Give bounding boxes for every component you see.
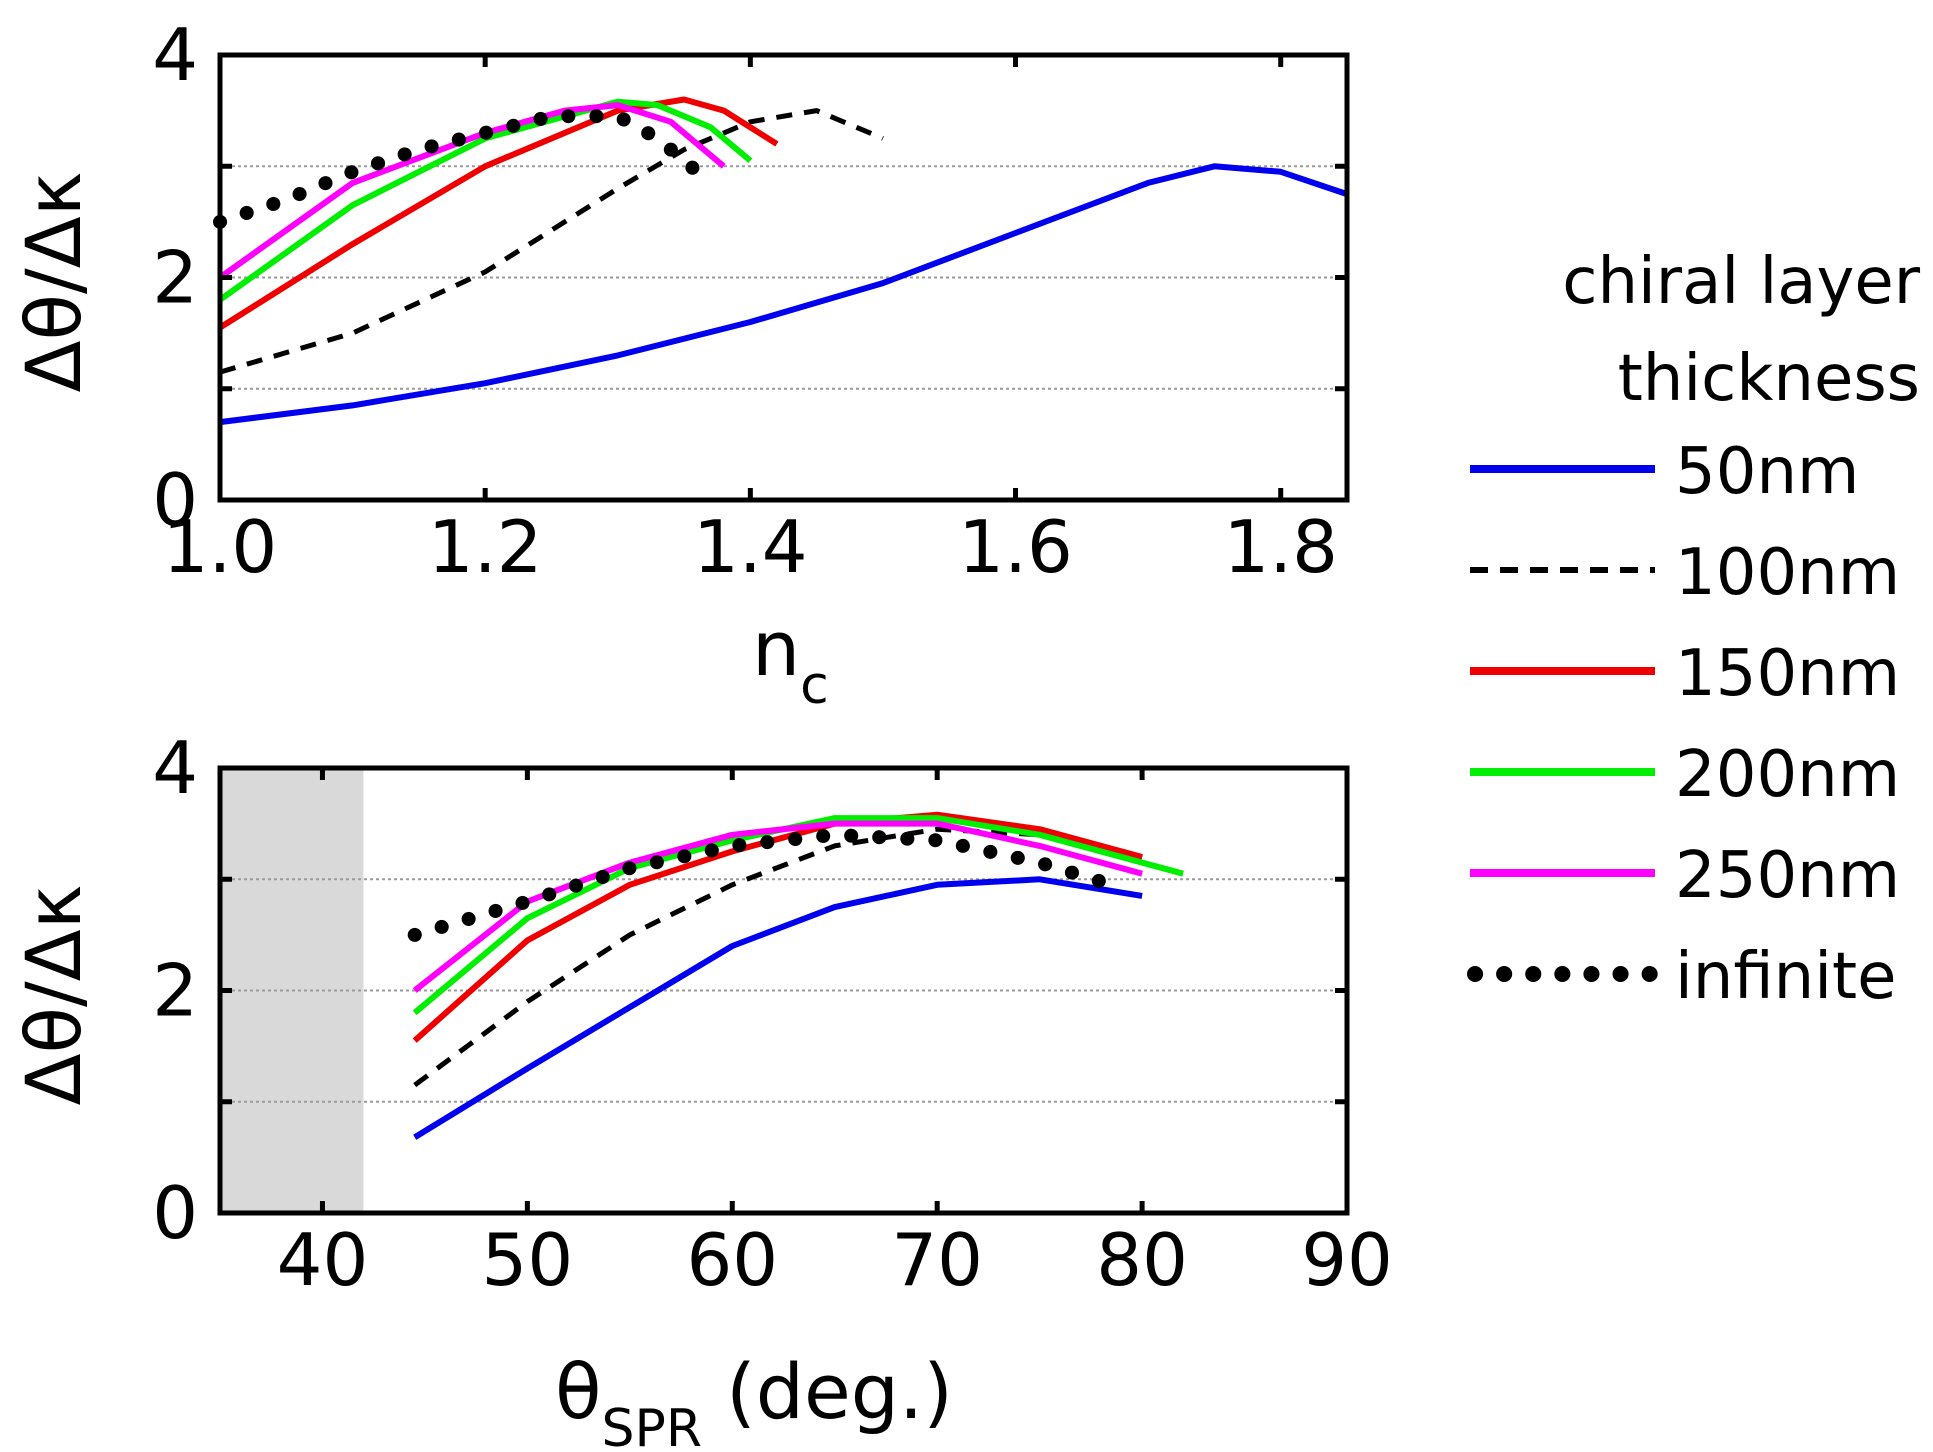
bottom-x-axis-label-suffix: (deg.) — [702, 1347, 953, 1436]
top-y-tick-label: 0 — [152, 458, 198, 542]
bottom-gridlines — [220, 878, 1347, 1103]
top-x-axis-label-main: n — [752, 604, 800, 693]
top-x-tick-label: 1.6 — [958, 505, 1073, 589]
bottom-x-axis-label: θSPR (deg.) — [555, 1347, 953, 1452]
top-series-150nm — [218, 96, 779, 331]
bottom-plot-panel: 40 50 60 70 80 90 0 2 4 Δθ/Δκ θSPR (deg.) — [9, 726, 1393, 1452]
top-y-axis-label: Δθ/Δκ — [9, 172, 98, 393]
bottom-series-infinite — [407, 827, 1119, 942]
legend-label-200nm: 200nm — [1675, 738, 1900, 812]
bottom-y-tick-label: 2 — [152, 949, 198, 1033]
bottom-x-tick-label: 40 — [277, 1218, 369, 1302]
top-x-axis-label-subscript: c — [800, 656, 829, 716]
bottom-y-tick-label: 0 — [152, 1171, 198, 1255]
legend-label-50nm: 50nm — [1675, 435, 1859, 509]
top-x-tick-label: 1.8 — [1223, 505, 1338, 589]
bottom-x-tick-label: 50 — [482, 1218, 574, 1302]
bottom-series-group — [407, 811, 1184, 1140]
bottom-y-axis-label: Δθ/Δκ — [9, 885, 98, 1106]
top-x-axis-label: nc — [752, 604, 829, 716]
top-series-50nm — [219, 163, 1348, 426]
top-series-infinite — [213, 109, 705, 229]
bottom-series-150nm — [412, 811, 1143, 1043]
top-y-tick-label: 4 — [152, 13, 198, 97]
legend-title-line2: thickness — [1618, 342, 1920, 416]
bottom-tick-labels: 40 50 60 70 80 90 0 2 4 — [152, 726, 1393, 1302]
legend-items: 50nm 100nm 150nm 200nm 250nm infinite — [1467, 435, 1900, 1014]
legend-label-infinite: infinite — [1675, 940, 1896, 1014]
bottom-x-axis-label-subscript: SPR — [602, 1399, 703, 1452]
bottom-plot-frame — [217, 765, 1350, 1216]
legend-label-100nm: 100nm — [1675, 536, 1900, 610]
top-plot-frame — [217, 52, 1350, 503]
top-plot-panel: 1.0 1.2 1.4 1.6 1.8 0 2 4 Δθ/Δκ nc — [9, 13, 1350, 716]
bottom-series-50nm — [413, 876, 1143, 1140]
legend-label-250nm: 250nm — [1675, 839, 1900, 913]
top-x-tick-label: 1.2 — [428, 505, 543, 589]
top-y-tick-label: 2 — [152, 236, 198, 320]
bottom-y-tick-label: 4 — [152, 726, 198, 810]
top-gridlines — [220, 165, 1347, 390]
top-x-tick-label: 1.0 — [163, 505, 278, 589]
top-x-tick-label: 1.4 — [693, 505, 808, 589]
top-series-200nm — [218, 98, 753, 303]
bottom-x-tick-label: 70 — [891, 1218, 983, 1302]
top-series-100nm — [219, 108, 884, 375]
bottom-series-200nm — [412, 815, 1184, 1016]
bottom-series-100nm — [413, 826, 1143, 1088]
top-series-group — [213, 96, 1348, 426]
legend-label-150nm: 150nm — [1675, 637, 1900, 711]
bottom-x-axis-label-main: θ — [555, 1347, 602, 1436]
bottom-x-tick-label: 60 — [686, 1218, 778, 1302]
bottom-x-tick-label: 80 — [1096, 1218, 1188, 1302]
bottom-x-tick-label: 90 — [1301, 1218, 1393, 1302]
legend-title-line1: chiral layer — [1562, 245, 1920, 319]
top-tick-labels: 1.0 1.2 1.4 1.6 1.8 0 2 4 — [152, 13, 1338, 589]
legend: chiral layer thickness 50nm 100nm 150nm 200… — [1467, 245, 1921, 1014]
bottom-shaded-region — [220, 768, 364, 1213]
